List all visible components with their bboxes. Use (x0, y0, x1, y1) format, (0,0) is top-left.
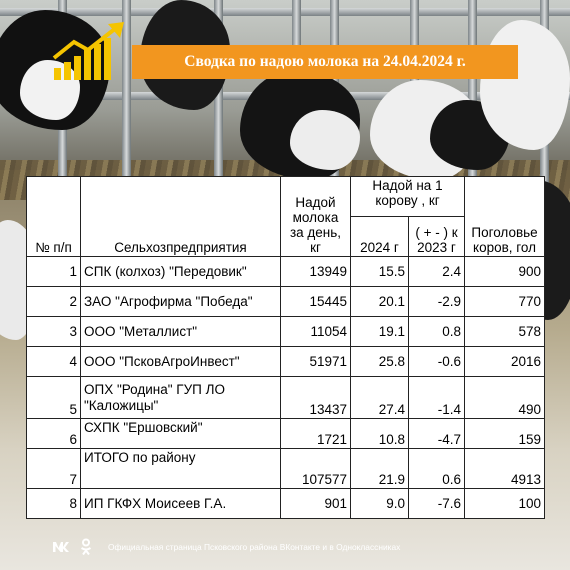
header-herd: Поголовье коров, гол (464, 176, 546, 257)
milk-per-cow-2024: 19.1 (350, 316, 409, 347)
milk-per-day: 13949 (280, 256, 351, 287)
herd-count: 490 (464, 376, 546, 419)
vk-icon[interactable] (52, 538, 70, 556)
milk-per-day: 51971 (280, 346, 351, 377)
milk-per-cow-2024: 21.9 (350, 448, 409, 489)
header-milk-per-day: Надой молока за день, кг (280, 176, 351, 257)
herd-count: 159 (464, 418, 546, 449)
diff-vs-2023: -1.4 (407, 376, 466, 419)
milk-per-day: 107577 (280, 448, 351, 489)
milk-per-cow-2024: 27.4 (350, 376, 409, 419)
header-year-2024: 2024 г (350, 216, 409, 257)
row-number: 5 (26, 376, 81, 419)
table-row-total: 7 ИТОГО по району 107577 21.9 0.6 4913 (26, 448, 546, 489)
milk-summary-table: № п/п Сельхозпредприятия Надой молока за… (26, 176, 546, 519)
enterprise-name: СХПК "Ершовский" (80, 418, 281, 449)
footer: Официальная страница Псковского района В… (52, 537, 400, 557)
herd-count: 2016 (464, 346, 546, 377)
page-title: Сводка по надою молока на 24.04.2024 г. (132, 45, 518, 79)
row-number: 1 (26, 256, 81, 287)
header-num: № п/п (26, 176, 81, 257)
milk-per-cow-2024: 10.8 (350, 418, 409, 449)
herd-count: 578 (464, 316, 546, 347)
row-number: 6 (26, 418, 81, 449)
milk-per-cow-2024: 25.8 (350, 346, 409, 377)
table-row: 1 СПК (колхоз) "Передовик" 13949 15.5 2.… (26, 256, 546, 287)
milk-per-day: 1721 (280, 418, 351, 449)
table-row: 4 ООО "ПсковАгроИнвест" 51971 25.8 -0.6 … (26, 346, 546, 377)
enterprise-name: ИП ГКФХ Моисеев Г.А. (80, 488, 281, 519)
table-row: 6 СХПК "Ершовский" 1721 10.8 -4.7 159 (26, 418, 546, 449)
diff-vs-2023: -2.9 (407, 286, 466, 317)
milk-per-day: 13437 (280, 376, 351, 419)
footer-text: Официальная страница Псковского района В… (108, 542, 401, 552)
enterprise-name: ООО "ПсковАгроИнвест" (80, 346, 281, 377)
diff-vs-2023: 0.8 (407, 316, 466, 347)
table-row: 8 ИП ГКФХ Моисеев Г.А. 901 9.0 -7.6 100 (26, 488, 546, 519)
diff-vs-2023: 0.6 (407, 448, 466, 489)
diff-vs-2023: -0.6 (407, 346, 466, 377)
diff-vs-2023: -7.6 (407, 488, 466, 519)
enterprise-name: ИТОГО по району (80, 448, 281, 489)
enterprise-name: ЗАО "Агрофирма "Победа" (80, 286, 281, 317)
enterprise-name: ООО "Металлист" (80, 316, 281, 347)
table-row: 2 ЗАО "Агрофирма "Победа" 15445 20.1 -2.… (26, 286, 546, 317)
milk-per-cow-2024: 15.5 (350, 256, 409, 287)
milk-per-cow-2024: 9.0 (350, 488, 409, 519)
table-row: 5 ОПХ "Родина" ГУП ЛО "Каложицы" 13437 2… (26, 376, 546, 419)
herd-count: 770 (464, 286, 546, 317)
header-enterprise: Сельхозпредприятия (80, 176, 281, 257)
milk-per-day: 15445 (280, 286, 351, 317)
enterprise-name: ОПХ "Родина" ГУП ЛО "Каложицы" (80, 376, 281, 419)
milk-per-cow-2024: 20.1 (350, 286, 409, 317)
herd-count: 900 (464, 256, 546, 287)
herd-count: 100 (464, 488, 546, 519)
row-number: 7 (26, 448, 81, 489)
header-vs-2023: ( + - ) к 2023 г (407, 216, 466, 257)
odnoklassniki-icon[interactable] (77, 538, 95, 556)
row-number: 8 (26, 488, 81, 519)
header-per-cow-group: Надой на 1 корову , кг (349, 176, 466, 217)
row-number: 3 (26, 316, 81, 347)
diff-vs-2023: -4.7 (407, 418, 466, 449)
enterprise-name: СПК (колхоз) "Передовик" (80, 256, 281, 287)
milk-summary-table-container: № п/п Сельхозпредприятия Надой молока за… (26, 176, 546, 519)
table-row: 3 ООО "Металлист" 11054 19.1 0.8 578 (26, 316, 546, 347)
herd-count: 4913 (464, 448, 546, 489)
row-number: 4 (26, 346, 81, 377)
growth-chart-icon (52, 22, 124, 80)
diff-vs-2023: 2.4 (407, 256, 466, 287)
milk-per-day: 11054 (280, 316, 351, 347)
row-number: 2 (26, 286, 81, 317)
milk-per-day: 901 (280, 488, 351, 519)
